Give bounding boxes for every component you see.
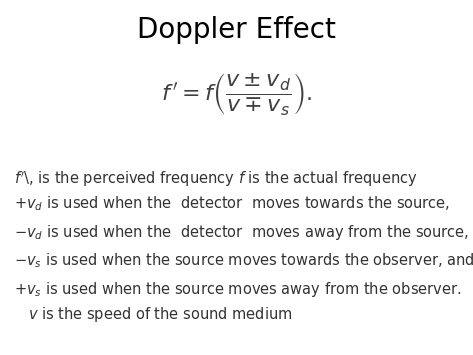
Text: Doppler Effect: Doppler Effect [137, 16, 336, 44]
Text: $f\,' = f\left(\dfrac{v \pm v_d}{v \mp v_s}\right).$: $f\,' = f\left(\dfrac{v \pm v_d}{v \mp v… [161, 71, 312, 117]
Text: $f'$\, is the perceived frequency $f$ is the actual frequency: $f'$\, is the perceived frequency $f$ is… [14, 169, 418, 189]
Text: $+v_s$ is used when the source moves away from the observer.: $+v_s$ is used when the source moves awa… [14, 280, 462, 299]
Text: $v$ is the speed of the sound medium: $v$ is the speed of the sound medium [28, 305, 293, 324]
Text: $-v_s$ is used when the source moves towards the observer, and: $-v_s$ is used when the source moves tow… [14, 252, 473, 270]
Text: $+v_d$ is used when the  detector  moves towards the source,: $+v_d$ is used when the detector moves t… [14, 195, 450, 213]
Text: $-v_d$ is used when the  detector  moves away from the source,: $-v_d$ is used when the detector moves a… [14, 223, 469, 242]
